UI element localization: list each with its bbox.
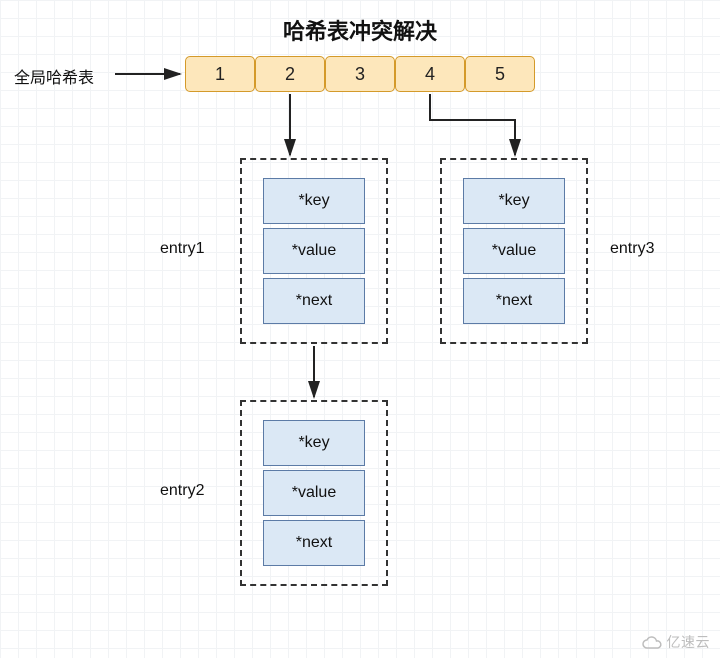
arrow-bucket4-to-entry3: [430, 94, 515, 155]
watermark-text: 亿速云: [667, 634, 711, 650]
entry3-value: *value: [463, 228, 565, 274]
entry1-value: *value: [263, 228, 365, 274]
entry3-label: entry3: [610, 240, 654, 258]
entry3-key: *key: [463, 178, 565, 224]
global-hash-label: 全局哈希表: [14, 64, 94, 88]
bucket-3: 3: [325, 56, 395, 92]
bucket-4: 4: [395, 56, 465, 92]
entry1-key: *key: [263, 178, 365, 224]
entry2-value: *value: [263, 470, 365, 516]
entry1-label: entry1: [160, 240, 204, 258]
bucket-1: 1: [185, 56, 255, 92]
entry1-next: *next: [263, 278, 365, 324]
watermark: 亿速云: [641, 632, 711, 652]
entry2-key: *key: [263, 420, 365, 466]
cloud-icon: [641, 636, 663, 650]
diagram-title: 哈希表冲突解决: [0, 14, 720, 46]
entry2-label: entry2: [160, 482, 204, 500]
bucket-2: 2: [255, 56, 325, 92]
entry2-next: *next: [263, 520, 365, 566]
bucket-5: 5: [465, 56, 535, 92]
entry3-next: *next: [463, 278, 565, 324]
